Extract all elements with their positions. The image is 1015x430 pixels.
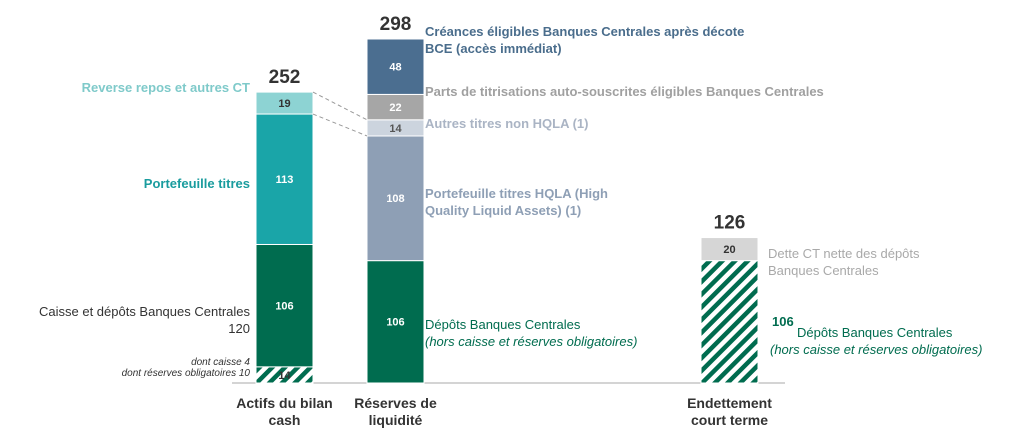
annotation: (hors caisse et réserves obligatoires) (425, 334, 638, 349)
annotation: Portefeuille titres (143, 176, 250, 191)
connector (312, 91, 368, 121)
segment-value-label: 106 (772, 314, 794, 329)
annotation: Dette CT nette des dépôts Banques Centra… (768, 246, 920, 278)
segment-value-label: 22 (389, 102, 401, 114)
bar-segment (366, 260, 425, 384)
segment-value-label: 14 (278, 370, 291, 382)
annotation: Caisse et dépôts Banques Centrales (38, 304, 250, 319)
category-label: Endettement court terme (687, 395, 772, 428)
annotation: Portefeuille titres HQLA (High Quality L… (425, 186, 608, 218)
total-label: 252 (269, 67, 301, 88)
annotation: dont caisse 4 (191, 357, 250, 368)
segment-value-label: 20 (723, 244, 735, 256)
bar-segment (700, 237, 759, 262)
connector (312, 113, 368, 137)
annotation: dont réserves obligatoires 10 (121, 368, 250, 379)
segment-value-label: 106 (386, 317, 404, 329)
segment-value-label: 113 (276, 174, 294, 186)
category-label: Actifs du bilan cash (236, 395, 333, 428)
category-label: Réserves de liquidité (354, 395, 437, 428)
segment-value-label: 19 (278, 98, 290, 110)
annotation: Reverse repos et autres CT (81, 80, 250, 95)
total-label: 298 (380, 14, 412, 35)
annotation: Autres titres non HQLA (1) (425, 116, 589, 131)
bar-segment (366, 38, 425, 95)
annotation: (hors caisse et réserves obligatoires) (770, 342, 983, 357)
bar-segment (366, 135, 425, 262)
annotation: 120 (228, 321, 250, 336)
bar-segment (700, 260, 759, 384)
bar-segment (255, 113, 314, 245)
bar-segment (255, 91, 314, 115)
segment-value-label: 14 (389, 123, 402, 135)
annotation: Dépôts Banques Centrales (425, 317, 581, 332)
annotation: Parts de titrisations auto-souscrites él… (425, 84, 824, 99)
annotation: Créances éligibles Banques Centrales apr… (425, 24, 745, 56)
bar-segment (255, 243, 314, 368)
segment-value-label: 48 (389, 62, 401, 74)
total-label: 126 (714, 213, 746, 234)
segment-value-label: 106 (275, 301, 293, 313)
annotation: Dépôts Banques Centrales (797, 325, 953, 340)
segment-value-label: 108 (386, 193, 404, 205)
